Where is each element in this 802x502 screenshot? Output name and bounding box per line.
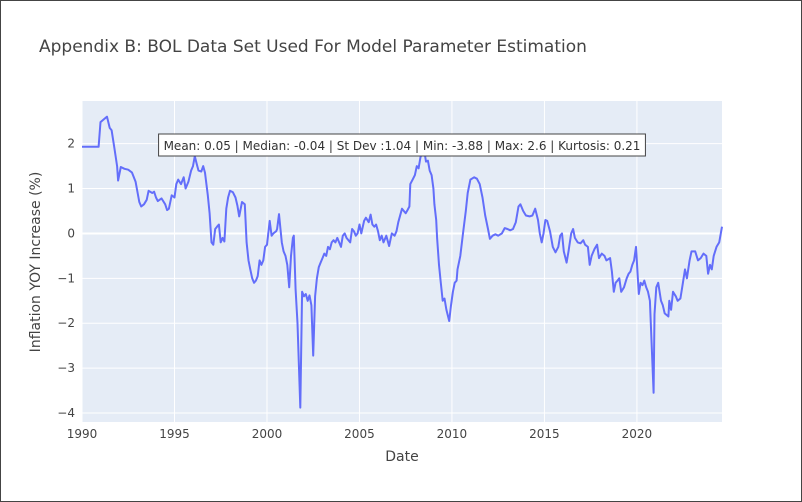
- x-axis-title: Date: [385, 449, 418, 465]
- x-tick-label: 1990: [67, 427, 98, 441]
- y-tick-label: 1: [67, 182, 75, 196]
- y-tick-label: −3: [57, 361, 75, 375]
- x-tick-label: 2010: [437, 427, 468, 441]
- y-tick-label: 2: [67, 137, 75, 151]
- y-tick-label: −4: [57, 406, 75, 420]
- x-tick-label: 2000: [252, 427, 283, 441]
- annotation-text: Mean: 0.05 | Median: -0.04 | St Dev :1.0…: [164, 139, 641, 153]
- series-layer: [82, 115, 723, 409]
- x-tick-label: 2020: [622, 427, 653, 441]
- x-tick-label: 2015: [529, 427, 560, 441]
- series-line-0: [82, 115, 723, 409]
- chart-title: Appendix B: BOL Data Set Used For Model …: [39, 37, 587, 57]
- x-tick-label: 1995: [159, 427, 190, 441]
- y-axis-title: Inflation YOY Increase (%): [28, 172, 44, 353]
- x-axis-ticks: 1990 1995 2000 2005 2010 2015 2020: [67, 427, 652, 441]
- y-axis-ticks: −4 −3 −2 −1 0 1 2: [57, 137, 75, 420]
- y-tick-label: −2: [57, 316, 75, 330]
- statistics-annotation: Mean: 0.05 | Median: -0.04 | St Dev :1.0…: [158, 133, 646, 157]
- annotation-box: [158, 133, 646, 157]
- y-tick-label: 0: [67, 226, 75, 240]
- x-tick-label: 2005: [344, 427, 375, 441]
- y-tick-label: −1: [57, 271, 75, 285]
